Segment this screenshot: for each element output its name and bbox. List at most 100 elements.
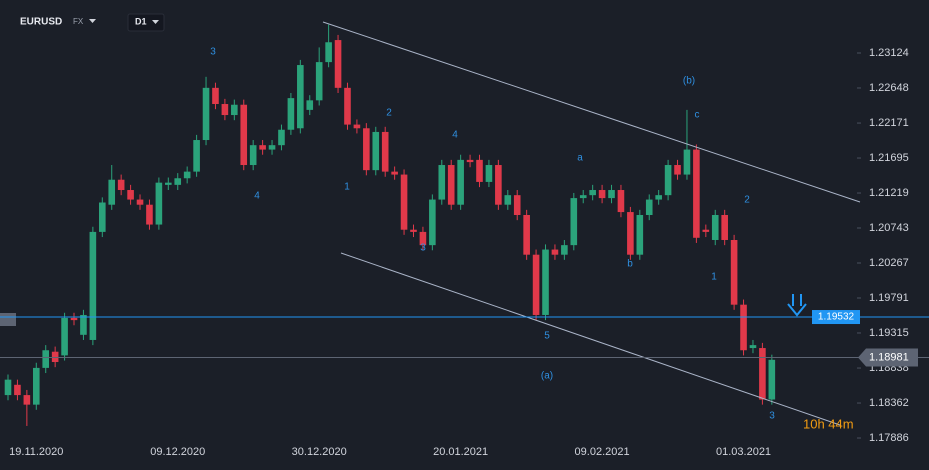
y-tick-label: 1.21219 [869, 187, 909, 199]
candle-body [325, 42, 332, 63]
candle-body [391, 171, 398, 175]
candle-body [636, 215, 644, 255]
candle-body [363, 128, 370, 171]
candle-body [51, 351, 59, 363]
candle-body [174, 178, 182, 185]
candle-body [495, 165, 502, 205]
wave-label: a [577, 153, 583, 164]
candle-body [4, 379, 12, 396]
candle-body [221, 104, 229, 116]
candle-body [579, 195, 587, 199]
price-label: 1.18981 [869, 351, 909, 363]
x-tick-label: 30.12.2020 [292, 446, 347, 458]
candle-body [146, 204, 153, 225]
candle-body [551, 249, 559, 255]
trend-line [340, 252, 841, 426]
candle-body [655, 195, 662, 200]
candle-body [740, 304, 747, 351]
candle-body [155, 182, 163, 225]
dropdown-arrow[interactable] [152, 20, 159, 24]
candle-body [627, 212, 634, 255]
x-tick-label: 09.12.2020 [150, 446, 205, 458]
y-tick-label: 1.19791 [869, 292, 909, 304]
candle-body [202, 87, 210, 141]
price-label: 1.19532 [818, 312, 855, 323]
candle-body [381, 131, 389, 172]
wave-label: 3 [420, 243, 426, 254]
candle-body [617, 190, 625, 213]
candle-body [240, 104, 248, 166]
y-tick-label: 1.18362 [869, 397, 909, 409]
dropdown-arrow[interactable] [89, 19, 96, 23]
candle-body [419, 231, 427, 246]
market[interactable]: FX [73, 17, 84, 26]
candle-body [504, 195, 512, 205]
candle-body [297, 65, 304, 129]
candle-body [249, 145, 257, 166]
sell-arrow-icon[interactable] [787, 294, 807, 317]
y-tick-label: 1.22648 [869, 82, 909, 94]
y-tick-label: 1.21695 [869, 152, 909, 164]
candle-body [344, 87, 351, 125]
candle-body [589, 190, 596, 196]
candle-body [334, 40, 342, 88]
candle-body [711, 215, 719, 240]
symbol[interactable]: EURUSD [20, 17, 62, 28]
wave-label: 4 [452, 130, 458, 141]
candle-body [768, 359, 776, 400]
wave-label: (a) [541, 371, 553, 382]
candle-body [165, 182, 172, 185]
candle-body [127, 190, 134, 200]
candle-body [353, 124, 361, 129]
candle-body [749, 345, 757, 349]
candle-body [70, 317, 78, 321]
timeframe[interactable]: D1 [135, 16, 147, 26]
candle-body [136, 199, 144, 205]
candle-body [598, 190, 606, 199]
candle-body [542, 249, 549, 315]
wave-label: 2 [744, 195, 750, 206]
candle-body [306, 100, 314, 110]
wave-label: (b) [683, 76, 695, 87]
candle-body [466, 159, 474, 163]
y-tick-label: 1.17886 [869, 432, 909, 444]
candle-body [108, 179, 116, 205]
candle-body [99, 202, 106, 232]
x-tick-label: 19.11.2020 [9, 446, 63, 458]
candle-body [32, 367, 40, 405]
candle-body [438, 165, 446, 200]
candle-body [117, 179, 125, 191]
line-handle[interactable] [0, 313, 16, 326]
candle-body [702, 229, 710, 232]
candle-body [721, 215, 728, 240]
candle-body [561, 245, 568, 255]
wave-label: 3 [769, 411, 775, 422]
candle-body [268, 145, 276, 150]
candle-body [89, 231, 97, 340]
price-label-box [812, 310, 860, 325]
timeframe-box[interactable] [127, 13, 165, 32]
candle-body [645, 199, 653, 216]
candle-body [61, 317, 68, 356]
candle-body [532, 254, 540, 315]
candles [4, 24, 776, 426]
candle-body [410, 229, 417, 232]
candle-body [14, 384, 21, 396]
y-tick-label: 1.20743 [869, 222, 909, 234]
x-tick-label: 01.03.2021 [716, 446, 771, 458]
countdown: 10h 44m [803, 416, 854, 431]
candle-body [278, 129, 285, 146]
candle-body [80, 314, 87, 335]
wave-label: 1 [344, 182, 350, 193]
y-tick-label: 1.22171 [869, 117, 909, 129]
candle-body [212, 87, 219, 105]
wave-label: 1 [711, 272, 717, 283]
candle-body [664, 165, 672, 196]
y-tick-label: 1.19315 [869, 327, 909, 339]
candle-body [231, 104, 238, 116]
candle-body [513, 195, 521, 216]
y-tick-label: 1.20267 [869, 257, 909, 269]
